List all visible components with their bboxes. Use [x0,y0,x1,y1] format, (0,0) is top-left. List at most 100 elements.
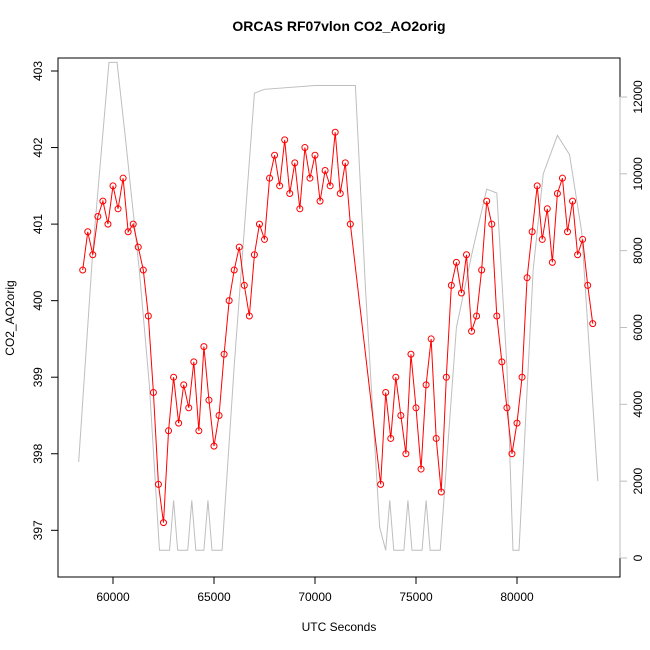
y-tick-label: 398 [31,443,45,463]
data-point [104,220,112,228]
data-point [402,450,410,458]
data-point [144,312,152,320]
y2-tick-label: 10000 [631,157,645,191]
data-point [589,320,597,328]
data-point [346,220,354,228]
data-point [579,235,587,243]
data-point [508,450,516,458]
data-point [463,251,471,259]
data-point [119,174,127,182]
y2-tick-label: 8000 [631,237,645,264]
data-point [442,373,450,381]
data-point [250,251,258,259]
data-point [548,258,556,266]
data-point [210,442,218,450]
x-tick-label: 65000 [197,590,231,604]
data-point [407,350,415,358]
x-tick-label: 80000 [500,590,534,604]
data-point [170,373,178,381]
data-point [412,404,420,412]
data-point [326,182,334,190]
y-tick-label: 402 [31,137,45,157]
data-point [266,174,274,182]
data-point [124,228,132,236]
chart-title: ORCAS RF07vlon CO2_AO2orig [232,18,445,34]
data-point [94,212,102,220]
data-point [235,243,243,251]
x-tick-label: 70000 [298,590,332,604]
data-point [523,274,531,282]
data-point [382,389,390,397]
data-point [205,396,213,404]
data-point [200,343,208,351]
data-point [417,465,425,473]
data-point [437,488,445,496]
data-point [447,281,455,289]
y-tick-label: 400 [31,290,45,310]
data-point [230,266,238,274]
data-line [82,132,594,523]
y-axis-label: CO2_AO2orig [3,280,17,355]
data-point [286,189,294,197]
data-point [139,266,147,274]
data-point [84,228,92,236]
data-point [195,427,203,435]
data-point [240,281,248,289]
data-point [134,243,142,251]
y2-tick-label: 2000 [631,467,645,494]
data-point [220,350,228,358]
data-point [457,289,465,297]
y-tick-label: 401 [31,214,45,234]
data-point [473,312,481,320]
plot-box [57,57,621,578]
data-point [422,381,430,389]
data-point [89,251,97,259]
y-tick-label: 397 [31,520,45,540]
data-point [276,182,284,190]
data-point [392,373,400,381]
data-point [513,419,521,427]
data-point [574,251,582,259]
data-point [180,381,188,389]
data-point [478,266,486,274]
x-axis-label: UTC Seconds [302,620,377,634]
y2-tick-label: 6000 [631,314,645,341]
data-point [377,480,385,488]
data-point [528,228,536,236]
y2-tick-label: 0 [631,554,645,561]
data-point [553,189,561,197]
data-point [114,205,122,213]
data-point [261,235,269,243]
data-point [452,258,460,266]
data-point [468,327,476,335]
data-point [558,174,566,182]
y2-tick-label: 4000 [631,391,645,418]
data-point [190,358,198,366]
data-point [311,151,319,159]
data-point [321,167,329,175]
data-point [109,182,117,190]
data-point [432,434,440,442]
data-point [149,389,157,397]
data-point [185,404,193,412]
data-point [291,159,299,167]
data-point [498,358,506,366]
data-point [154,480,162,488]
data-point [538,235,546,243]
data-point [331,128,339,136]
data-point [271,151,279,159]
data-point [316,197,324,205]
data-point [129,220,137,228]
data-point [175,419,183,427]
data-point [397,411,405,419]
y2-tick-label: 12000 [631,80,645,114]
data-point [427,335,435,343]
data-point [245,312,253,320]
data-point [543,205,551,213]
data-point [533,182,541,190]
data-point [503,404,511,412]
data-point [518,373,526,381]
data-point [493,312,501,320]
